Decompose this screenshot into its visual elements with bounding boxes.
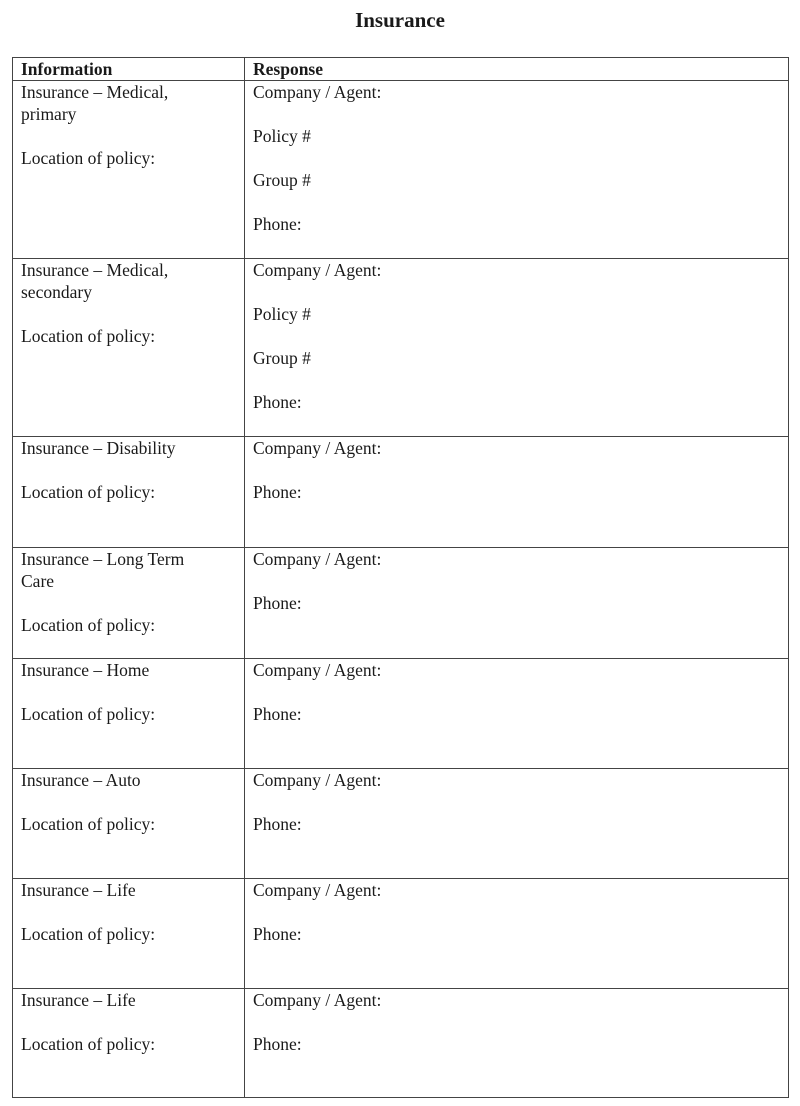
response-cell[interactable]: Company / Agent: Policy # Group # Phone: <box>244 258 789 437</box>
spacer <box>21 303 244 325</box>
response-field-label: Company / Agent: <box>253 260 382 280</box>
response-cell[interactable]: Company / Agent: Phone: <box>244 988 789 1098</box>
information-line: Location of policy: <box>21 482 156 502</box>
spacer <box>253 1011 788 1033</box>
header-response: Response <box>244 57 789 81</box>
response-cell[interactable]: Company / Agent: Phone: <box>244 658 789 769</box>
information-line: Location of policy: <box>21 924 156 944</box>
page-title: Insurance <box>355 8 445 32</box>
spacer <box>253 791 788 813</box>
spacer <box>21 681 244 703</box>
response-cell[interactable]: Company / Agent: Phone: <box>244 436 789 548</box>
table-row: Insurance – Medical, primary Location of p… <box>12 80 789 259</box>
response-field-label: Phone: <box>253 704 302 724</box>
response-field-label: Phone: <box>253 924 302 944</box>
information-cell: Insurance – Home Location of policy: <box>12 658 245 769</box>
spacer <box>21 1011 244 1033</box>
response-cell[interactable]: Company / Agent: Phone: <box>244 878 789 989</box>
response-field-label: Phone: <box>253 392 302 412</box>
response-field-label: Company / Agent: <box>253 770 382 790</box>
spacer <box>21 901 244 923</box>
spacer <box>253 901 788 923</box>
response-field-label: Policy # <box>253 126 311 146</box>
table-row: Insurance – Disability Location of policy… <box>12 436 789 548</box>
response-cell[interactable]: Company / Agent: Phone: <box>244 547 789 659</box>
information-line: Insurance – Home <box>21 660 150 680</box>
information-line: Insurance – Long Term <box>21 549 185 569</box>
information-cell: Insurance – Life Location of policy: <box>12 878 245 989</box>
information-line: Location of policy: <box>21 1034 156 1054</box>
table-row: Insurance – Long Term Care Location of pol… <box>12 547 789 659</box>
spacer <box>253 325 788 347</box>
insurance-table: Information Response Insurance – Medical… <box>12 57 789 1098</box>
information-line: Care <box>21 571 55 591</box>
response-field-label: Phone: <box>253 1034 302 1054</box>
response-field-label: Phone: <box>253 482 302 502</box>
information-cell: Insurance – Long Term Care Location of pol… <box>12 547 245 659</box>
response-field-label: Phone: <box>253 593 302 613</box>
information-line: secondary <box>21 282 92 302</box>
response-field-label: Company / Agent: <box>253 549 382 569</box>
spacer <box>21 791 244 813</box>
response-field-label: Phone: <box>253 214 302 234</box>
information-cell: Insurance – Disability Location of policy… <box>12 436 245 548</box>
information-line: Insurance – Auto <box>21 770 141 790</box>
spacer <box>253 369 788 391</box>
spacer <box>253 103 788 125</box>
spacer <box>253 459 788 481</box>
information-cell: Insurance – Auto Location of policy: <box>12 768 245 879</box>
information-line: primary <box>21 104 77 124</box>
spacer <box>253 191 788 213</box>
information-line: Location of policy: <box>21 148 156 168</box>
response-field-label: Company / Agent: <box>253 660 382 680</box>
response-cell[interactable]: Company / Agent: Phone: <box>244 768 789 879</box>
information-line: Insurance – Medical, <box>21 82 169 102</box>
table-row: Insurance – Life Location of policy: Compa… <box>12 988 789 1098</box>
spacer <box>253 147 788 169</box>
table-row: Insurance – Medical, secondary Location of… <box>12 258 789 437</box>
response-field-label: Company / Agent: <box>253 82 382 102</box>
information-cell: Insurance – Life Location of policy: <box>12 988 245 1098</box>
spacer <box>21 459 244 481</box>
table-header-row: Information Response <box>12 57 789 81</box>
information-line: Location of policy: <box>21 615 156 635</box>
table-row: Insurance – Auto Location of policy: Compa… <box>12 768 789 879</box>
information-line: Location of policy: <box>21 814 156 834</box>
information-line: Insurance – Life <box>21 990 136 1010</box>
response-field-label: Policy # <box>253 304 311 324</box>
spacer <box>253 681 788 703</box>
response-field-label: Group # <box>253 348 311 368</box>
response-field-label: Group # <box>253 170 311 190</box>
response-cell[interactable]: Company / Agent: Policy # Group # Phone: <box>244 80 789 259</box>
spacer <box>21 592 244 614</box>
table-row: Insurance – Life Location of policy: Compa… <box>12 878 789 989</box>
information-line: Insurance – Medical, <box>21 260 169 280</box>
information-cell: Insurance – Medical, secondary Location of… <box>12 258 245 437</box>
response-field-label: Phone: <box>253 814 302 834</box>
response-field-label: Company / Agent: <box>253 990 382 1010</box>
response-field-label: Company / Agent: <box>253 880 382 900</box>
information-cell: Insurance – Medical, primary Location of p… <box>12 80 245 259</box>
information-line: Insurance – Disability <box>21 438 176 458</box>
response-field-label: Company / Agent: <box>253 438 382 458</box>
table-row: Insurance – Home Location of policy: Compa… <box>12 658 789 769</box>
header-information: Information <box>12 57 245 81</box>
spacer <box>253 281 788 303</box>
information-line: Location of policy: <box>21 704 156 724</box>
spacer <box>21 125 244 147</box>
information-line: Location of policy: <box>21 326 156 346</box>
information-line: Insurance – Life <box>21 880 136 900</box>
spacer <box>253 570 788 592</box>
